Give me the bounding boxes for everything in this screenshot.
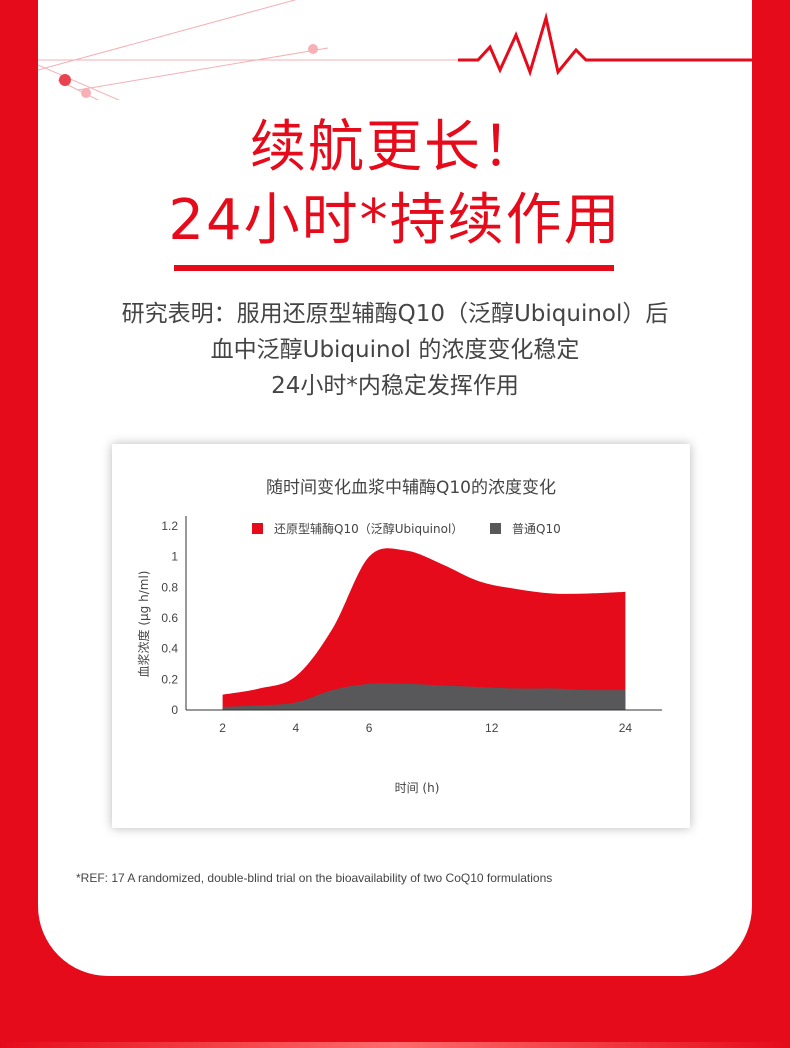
bottom-glow (0, 1042, 790, 1048)
y-tick-label: 1.2 (161, 519, 178, 533)
reference-note: *REF: 17 A randomized, double-blind tria… (76, 871, 553, 885)
y-tick-label: 1 (171, 550, 178, 564)
headline-underline (174, 265, 614, 271)
chart-legend: 还原型辅酶Q10（泛醇Ubiquinol） 普通Q10 (252, 521, 561, 536)
x-tick-label: 4 (293, 721, 300, 735)
y-tick-label: 0 (171, 703, 178, 717)
x-tick-label: 24 (619, 721, 633, 735)
legend-swatch (490, 523, 501, 534)
x-tick-label: 6 (366, 721, 373, 735)
description-line-2: 血中泛醇Ubiquinol 的浓度变化稳定 (210, 337, 580, 363)
dot-icon (59, 74, 71, 86)
x-tick-label: 2 (219, 721, 226, 735)
legend-label: 还原型辅酶Q10（泛醇Ubiquinol） (274, 521, 463, 536)
description-line-1: 研究表明：服用还原型辅酶Q10（泛醇Ubiquinol）后 (121, 301, 669, 327)
y-tick-label: 0.4 (161, 642, 178, 656)
y-tick-label: 0.8 (161, 580, 178, 594)
x-tick-label: 12 (485, 721, 499, 735)
description-line-3: 24小时*内稳定发挥作用 (271, 373, 519, 399)
x-axis-label: 时间 (h) (395, 781, 440, 795)
series-area-regular-q10 (222, 683, 626, 710)
series-area-ubiquinol (222, 548, 626, 710)
headline-line-1: 续航更长！ (250, 115, 540, 180)
chart-panel: 随时间变化血浆中辅酶Q10的浓度变化 还原型辅酶Q10（泛醇Ubiquinol）… (112, 444, 690, 828)
legend-label: 普通Q10 (512, 522, 561, 536)
heartbeat-decoration (38, 0, 752, 100)
y-tick-label: 0.2 (161, 672, 178, 686)
headline-line-2: 24小时*持续作用 (168, 188, 622, 253)
content-card: 续航更长！ 24小时*持续作用 研究表明：服用还原型辅酶Q10（泛醇Ubiqui… (38, 0, 752, 976)
legend-swatch (252, 523, 263, 534)
chart-title: 随时间变化血浆中辅酶Q10的浓度变化 (266, 478, 556, 498)
y-axis-label: 血浆浓度 (μg h/ml) (136, 571, 151, 678)
y-tick-label: 0.6 (161, 611, 178, 625)
concentration-chart: 随时间变化血浆中辅酶Q10的浓度变化 还原型辅酶Q10（泛醇Ubiquinol）… (136, 478, 662, 795)
heartbeat-line-icon (458, 12, 752, 77)
